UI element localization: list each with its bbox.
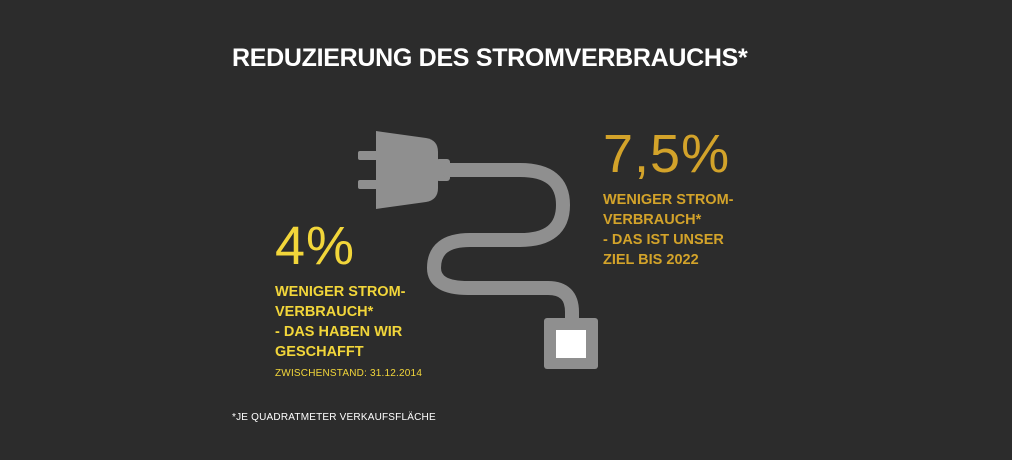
target-line: VERBRAUCH* <box>603 212 702 228</box>
current-description: WENIGER STROM- VERBRAUCH* - DAS HABEN WI… <box>275 282 422 362</box>
current-line: WENIGER STROM- <box>275 284 406 300</box>
current-line: GESCHAFFT <box>275 344 364 360</box>
current-line: VERBRAUCH* <box>275 304 374 320</box>
footnote: *JE QUADRATMETER VERKAUFSFLÄCHE <box>232 412 436 423</box>
target-line: - DAS IST UNSER <box>603 232 724 248</box>
plug-icon <box>358 131 450 209</box>
target-line: ZIEL BIS 2022 <box>603 252 699 268</box>
target-stat: 7,5% WENIGER STROM- VERBRAUCH* - DAS IST… <box>603 124 734 270</box>
cable-icon <box>427 163 579 332</box>
socket-icon <box>544 318 598 369</box>
current-value: 4% <box>275 216 356 276</box>
target-line: WENIGER STROM- <box>603 192 734 208</box>
page-title: REDUZIERUNG DES STROMVERBRAUCHS* <box>232 44 748 72</box>
current-stat: 4% WENIGER STROM- VERBRAUCH* - DAS HABEN… <box>275 216 422 379</box>
target-description: WENIGER STROM- VERBRAUCH* - DAS IST UNSE… <box>603 190 734 270</box>
target-value: 7,5% <box>603 124 731 184</box>
current-line: - DAS HABEN WIR <box>275 324 403 340</box>
current-note: ZWISCHENSTAND: 31.12.2014 <box>275 368 423 379</box>
